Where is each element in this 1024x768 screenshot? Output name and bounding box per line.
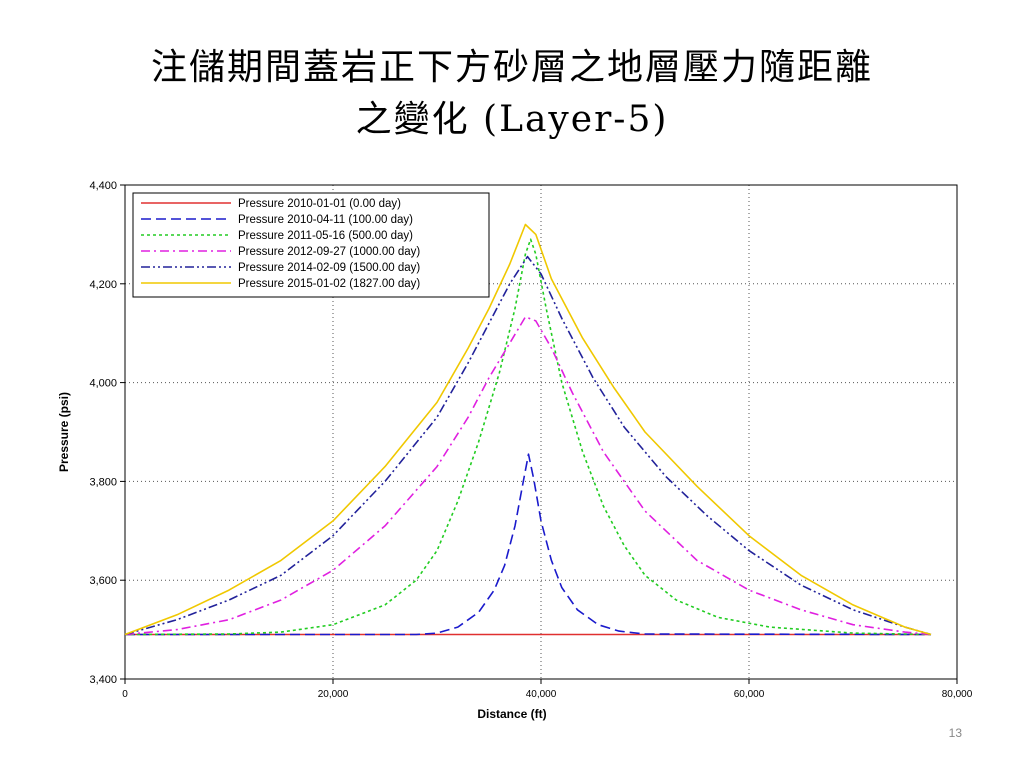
y-tick-label: 4,000 (89, 378, 117, 390)
legend: Pressure 2010-01-01 (0.00 day) Pressure 2… (132, 192, 490, 298)
slide-title: 注儲期間蓋岩正下方砂層之地層壓力隨距離 之變化 (Layer-5) (40, 42, 984, 146)
grid-layer (125, 185, 957, 679)
legend-box (132, 192, 490, 298)
legend-entry: Pressure 2014-02-09 (1500.00 day) (238, 262, 420, 274)
x-tick-label: 60,000 (734, 689, 765, 700)
x-tick-label: 0 (122, 689, 128, 700)
axis-layer: 0 20,000 40,000 60,000 80,000 3,400 3,600 3,800… (89, 180, 972, 700)
series-line (124, 238, 932, 636)
series-line (124, 316, 932, 636)
x-tick-label: 20,000 (318, 689, 349, 700)
legend-entry: Pressure 2011-05-16 (500.00 day) (238, 230, 413, 242)
y-tick-label: 3,400 (89, 674, 117, 686)
legend-entry: Pressure 2015-01-02 (1827.00 day) (238, 278, 420, 290)
page-number: 13 (948, 726, 962, 740)
x-tick-label: 40,000 (526, 689, 557, 700)
slide-title-line-2: 之變化 (Layer-5) (355, 99, 669, 140)
series-line (124, 223, 932, 636)
series-line (124, 255, 932, 636)
y-tick-label: 4,400 (89, 180, 117, 192)
x-tick-label: 80,000 (942, 689, 973, 700)
series-layer (124, 223, 932, 636)
slide-title-line-1: 注儲期間蓋岩正下方砂層之地層壓力隨距離 (150, 47, 873, 88)
x-axis-label: Distance (ft) (477, 707, 546, 721)
series-line (125, 453, 932, 636)
legend-entry: Pressure 2010-04-11 (100.00 day) (238, 214, 413, 226)
legend-entry: Pressure 2010-01-01 (0.00 day) (238, 198, 401, 210)
y-axis-label: Pressure (psi) (57, 392, 71, 472)
y-tick-label: 4,200 (89, 279, 117, 291)
legend-entry: Pressure 2012-09-27 (1000.00 day) (238, 246, 420, 258)
y-tick-label: 3,600 (89, 575, 117, 587)
y-tick-label: 3,800 (89, 476, 117, 488)
